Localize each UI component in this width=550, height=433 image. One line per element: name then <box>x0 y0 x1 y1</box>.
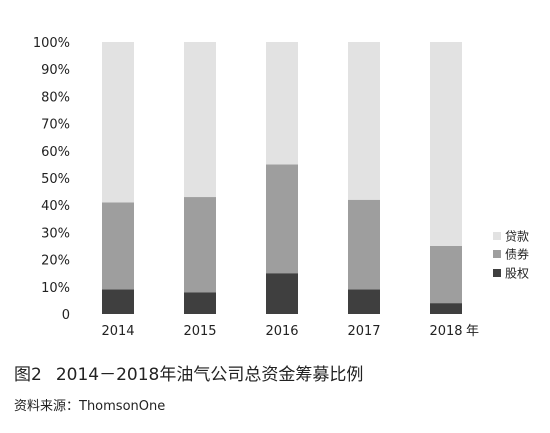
bar-segment <box>102 289 134 314</box>
bar-segment <box>348 42 380 200</box>
bars <box>102 42 462 314</box>
bar-segment <box>102 202 134 290</box>
x-tick-label: 2014 <box>101 324 134 339</box>
legend-label: 股权 <box>505 267 529 281</box>
x-tick-label: 2016 <box>265 324 298 339</box>
y-tick-label: 90% <box>41 63 70 78</box>
stacked-bar-chart: 010%20%30%40%50%60%70%80%90%100% 2014 201… <box>33 36 529 339</box>
y-tick-label: 80% <box>41 90 70 105</box>
y-tick-label: 60% <box>41 145 70 160</box>
x-axis-unit: 年 <box>466 324 479 339</box>
bar-segment <box>266 42 298 165</box>
figure-title: 2014－2018年油气公司总资金筹募比例 <box>55 365 364 385</box>
legend-swatch <box>493 232 501 240</box>
legend-swatch <box>493 250 501 258</box>
bar-segment <box>266 164 298 274</box>
source-note: 资料来源：ThomsonOne <box>14 399 166 414</box>
bar-segment <box>430 42 462 246</box>
bar-segment <box>348 199 380 290</box>
legend-label: 债券 <box>505 247 529 262</box>
legend-label: 贷款 <box>505 230 529 244</box>
y-tick-label: 10% <box>41 281 70 296</box>
bar-segment <box>184 42 216 198</box>
bar-segment <box>430 303 462 314</box>
y-tick-label: 100% <box>33 36 70 51</box>
y-axis: 0 10% 20% 30% 40% 50% 60% 70% 80% 90% 100% <box>33 36 70 323</box>
figure-caption: 图2 2014－2018年油气公司总资金筹募比例 <box>14 360 363 385</box>
x-tick-label: 2015 <box>183 324 216 339</box>
bar-segment <box>102 42 134 203</box>
y-tick-label: 50% <box>41 172 70 187</box>
bar-segment <box>184 292 216 314</box>
bar-segment <box>348 289 380 314</box>
x-axis: 2014 2015 2016 2017 2018 年 <box>101 324 479 339</box>
y-tick-label: 0 <box>62 308 70 323</box>
y-tick-label: 40% <box>41 199 70 214</box>
bar-segment <box>184 197 216 293</box>
bar-segment <box>430 246 462 304</box>
x-tick-label: 2018 <box>429 324 462 339</box>
figure-number: 图2 <box>14 365 42 385</box>
y-tick-label: 30% <box>41 226 70 241</box>
y-tick-label: 20% <box>41 254 70 269</box>
bar-segment <box>266 273 298 314</box>
y-tick-label: 70% <box>41 118 70 133</box>
x-tick-label: 2017 <box>347 324 380 339</box>
legend-swatch <box>493 269 501 277</box>
